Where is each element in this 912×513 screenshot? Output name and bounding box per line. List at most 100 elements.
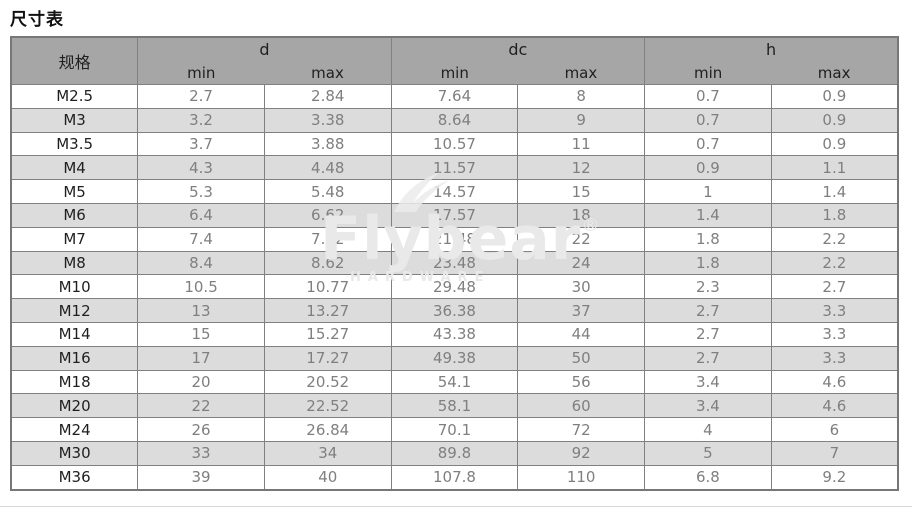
value-cell: 4.6	[770, 393, 899, 419]
value-cell: 2.7	[137, 84, 265, 109]
value-cell: 7.4	[137, 226, 265, 252]
spec-cell: M8	[10, 250, 139, 276]
value-cell: 0.9	[770, 107, 899, 133]
value-cell: 107.8	[390, 464, 519, 491]
value-cell: 4.6	[770, 369, 899, 395]
value-cell: 50	[517, 345, 646, 371]
value-cell: 9.2	[770, 464, 899, 491]
value-cell: 17	[137, 345, 265, 371]
value-cell: 22	[137, 393, 265, 419]
value-cell: 8.4	[137, 250, 265, 276]
spec-cell: M30	[10, 440, 139, 466]
value-cell: 4.3	[137, 155, 265, 181]
subheader-h-max: max	[771, 61, 898, 85]
table-header: 规格 d dc h min max min max min max	[10, 36, 899, 85]
value-cell: 8.64	[390, 107, 519, 133]
value-cell: 11	[517, 131, 646, 157]
value-cell: 2.7	[644, 298, 772, 323]
value-cell: 0.7	[644, 107, 772, 133]
value-cell: 10.77	[263, 274, 392, 300]
value-cell: 36.38	[390, 298, 519, 323]
subheader-h-min: min	[644, 61, 772, 85]
header-subrow: min max min max min max	[11, 61, 898, 85]
table-row: M16 17 17.27 49.38 50 2.7 3.3	[10, 345, 899, 371]
table-row: M8 8.4 8.62 23.48 24 1.8 2.2	[10, 250, 899, 276]
value-cell: 54.1	[390, 369, 519, 395]
dimension-table: 规格 d dc h min max min max min max M2.5 2.…	[10, 36, 899, 491]
value-cell: 9	[517, 107, 646, 133]
value-cell: 15	[137, 321, 265, 347]
value-cell: 7	[770, 440, 899, 466]
value-cell: 26	[137, 417, 265, 442]
value-cell: 110	[517, 464, 646, 491]
value-cell: 2.7	[770, 274, 899, 300]
value-cell: 92	[517, 440, 646, 466]
table-body: M2.5 2.7 2.84 7.64 8 0.7 0.9 M3 3.2 3.38 8.64 9 0.7 0…	[10, 84, 899, 491]
spec-cell: M7	[10, 226, 139, 252]
value-cell: 12	[517, 155, 646, 181]
table-row: M20 22 22.52 58.1 60 3.4 4.6	[10, 393, 899, 419]
value-cell: 22	[517, 226, 646, 252]
value-cell: 60	[517, 393, 646, 419]
value-cell: 15	[517, 179, 646, 204]
value-cell: 33	[137, 440, 265, 466]
value-cell: 2.7	[644, 345, 772, 371]
value-cell: 15.27	[263, 321, 392, 347]
spec-column-header: 规格	[10, 36, 139, 85]
value-cell: 58.1	[390, 393, 519, 419]
spec-cell: M2.5	[10, 84, 139, 109]
spec-cell: M6	[10, 202, 139, 228]
subheader-d-max: max	[264, 61, 392, 85]
value-cell: 20.52	[263, 369, 392, 395]
value-cell: 3.38	[263, 107, 392, 133]
table-row: M24 26 26.84 70.1 72 4 6	[10, 417, 899, 442]
spec-cell: M36	[10, 464, 139, 491]
value-cell: 1.8	[644, 226, 772, 252]
value-cell: 40	[263, 464, 392, 491]
value-cell: 30	[517, 274, 646, 300]
value-cell: 3.3	[770, 345, 899, 371]
subheader-d-min: min	[137, 61, 265, 85]
column-group-d: d	[137, 36, 392, 61]
value-cell: 4	[644, 417, 772, 442]
spec-cell: M3	[10, 107, 139, 133]
value-cell: 1.8	[644, 250, 772, 276]
subheader-dc-min: min	[390, 61, 518, 85]
table-row: M30 33 34 89.8 92 5 7	[10, 440, 899, 466]
value-cell: 6.4	[137, 202, 265, 228]
value-cell: 2.7	[644, 321, 772, 347]
table-row: M2.5 2.7 2.84 7.64 8 0.7 0.9	[10, 84, 899, 109]
table-row: M18 20 20.52 54.1 56 3.4 4.6	[10, 369, 899, 395]
value-cell: 1.8	[770, 202, 899, 228]
value-cell: 6.62	[263, 202, 392, 228]
value-cell: 0.9	[770, 131, 899, 157]
value-cell: 0.9	[644, 155, 772, 181]
spec-cell: M18	[10, 369, 139, 395]
table-row: M6 6.4 6.62 17.57 18 1.4 1.8	[10, 202, 899, 228]
value-cell: 1.1	[770, 155, 899, 181]
value-cell: 5	[644, 440, 772, 466]
table-row: M5 5.3 5.48 14.57 15 1 1.4	[10, 179, 899, 204]
table-row: M4 4.3 4.48 11.57 12 0.9 1.1	[10, 155, 899, 181]
value-cell: 3.3	[770, 321, 899, 347]
value-cell: 43.38	[390, 321, 519, 347]
spec-cell: M10	[10, 274, 139, 300]
value-cell: 14.57	[390, 179, 519, 204]
value-cell: 7.62	[263, 226, 392, 252]
value-cell: 11.57	[390, 155, 519, 181]
spec-cell: M24	[10, 417, 139, 442]
value-cell: 21.48	[390, 226, 519, 252]
header-group-row: 规格 d dc h	[10, 36, 899, 85]
value-cell: 8	[517, 84, 646, 109]
spec-cell: M20	[10, 393, 139, 419]
value-cell: 6.8	[644, 464, 772, 491]
value-cell: 17.27	[263, 345, 392, 371]
value-cell: 39	[137, 464, 265, 491]
table-row: M3.5 3.7 3.88 10.57 11 0.7 0.9	[10, 131, 899, 157]
value-cell: 4.48	[263, 155, 392, 181]
value-cell: 13.27	[263, 298, 392, 323]
value-cell: 20	[137, 369, 265, 395]
value-cell: 2.2	[770, 250, 899, 276]
value-cell: 18	[517, 202, 646, 228]
value-cell: 1	[644, 179, 772, 204]
